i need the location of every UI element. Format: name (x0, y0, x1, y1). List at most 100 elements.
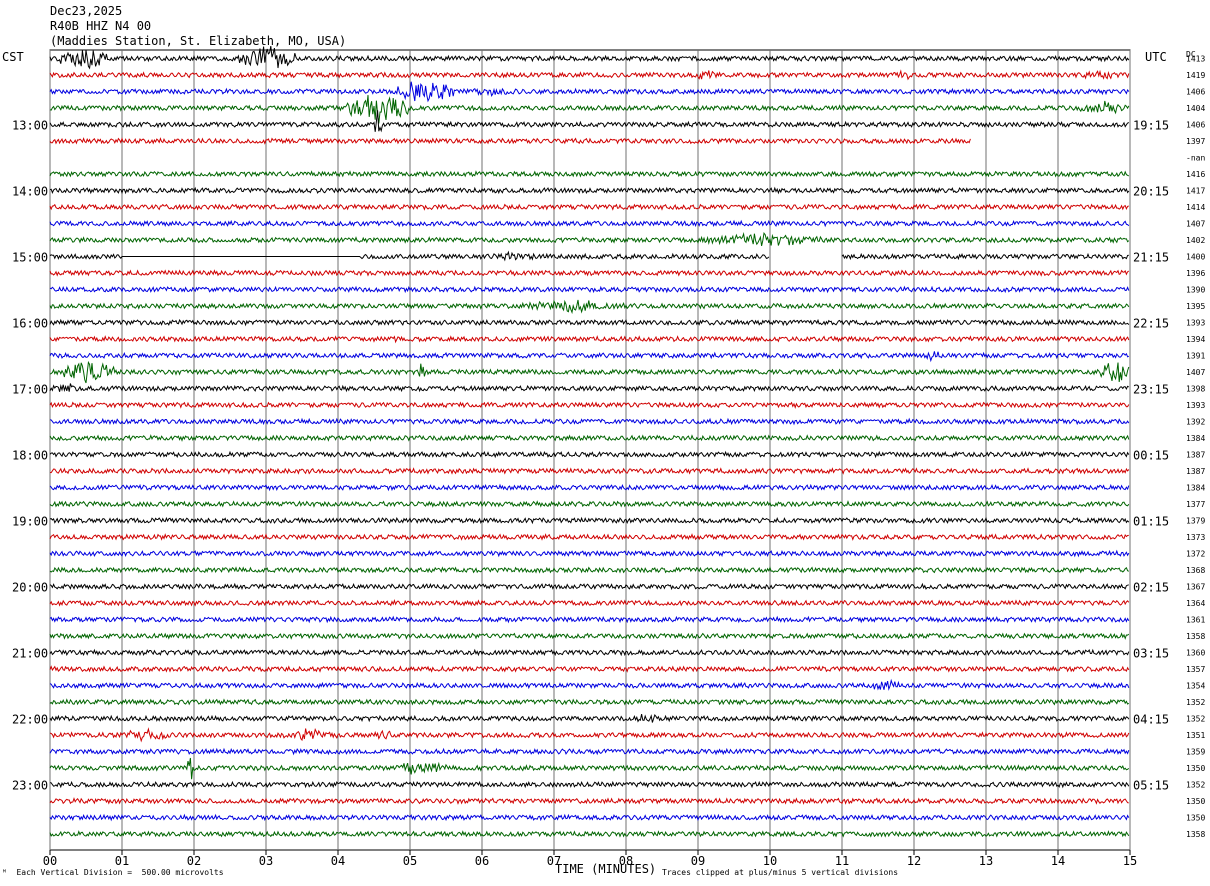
dc-offset-label: 1391 (1186, 352, 1205, 361)
seismic-trace (49, 383, 1130, 393)
dc-offset-label: 1417 (1186, 187, 1205, 196)
dc-offset-label: 1368 (1186, 566, 1205, 575)
seismic-trace (49, 582, 1129, 591)
x-tick-label: 14 (1051, 854, 1065, 868)
left-hour-label: 13:00 (12, 119, 48, 133)
seismic-trace (49, 632, 1130, 640)
dc-offset-label: 1406 (1186, 121, 1205, 130)
dc-offset-label: 1395 (1186, 302, 1205, 311)
x-tick-label: 10 (763, 854, 777, 868)
right-hour-label: 03:15 (1133, 647, 1169, 661)
dc-offset-label: 1359 (1186, 748, 1205, 757)
right-timezone-label: UTC (1145, 50, 1167, 64)
dc-offset-label: 1398 (1186, 385, 1205, 394)
station-code: R40B HHZ N4 00 (50, 19, 152, 33)
x-tick-label: 15 (1123, 854, 1137, 868)
left-hour-label: 19:00 (12, 515, 48, 529)
left-hour-label: 14:00 (12, 185, 48, 199)
dc-offset-label: 1397 (1186, 137, 1205, 146)
x-tick-label: 02 (187, 854, 201, 868)
dc-offset-label: 1416 (1186, 170, 1205, 179)
seismic-trace (49, 648, 1130, 657)
right-hour-label: 21:15 (1133, 251, 1169, 265)
dc-offset-label: 1379 (1186, 517, 1205, 526)
left-timezone-label: CST (2, 50, 24, 64)
clip-note: Traces clipped at plus/minus 5 vertical … (662, 868, 899, 877)
seismic-trace (49, 813, 1130, 822)
seismic-trace (49, 727, 1130, 743)
dc-column-header: DC (1186, 50, 1196, 59)
dc-offset-label: 1350 (1186, 814, 1205, 823)
dc-offset-label: 1358 (1186, 830, 1205, 839)
seismic-trace (49, 285, 1130, 294)
x-tick-label: 08 (619, 854, 633, 868)
seismic-trace (49, 335, 1130, 344)
seismic-trace (49, 757, 1130, 780)
dc-offset-label: 1394 (1186, 335, 1205, 344)
seismic-trace (49, 615, 1130, 624)
seismic-trace (49, 450, 1130, 459)
x-tick-label: 00 (43, 854, 57, 868)
station-name: (Maddies Station, St. Elizabeth, MO, USA… (50, 34, 347, 48)
seismic-trace (49, 500, 1130, 508)
dc-offset-label: 1360 (1186, 649, 1205, 658)
seismic-trace (49, 170, 1130, 178)
right-hour-label: 01:15 (1133, 515, 1169, 529)
seismic-trace (49, 250, 1129, 262)
seismic-trace (49, 417, 1130, 426)
seismic-trace (49, 714, 1130, 723)
dc-offset-label: 1414 (1186, 203, 1205, 212)
x-tick-label: 06 (475, 854, 489, 868)
dc-offset-label: 1387 (1186, 451, 1205, 460)
seismic-trace (49, 360, 1130, 384)
x-tick-label: 01 (115, 854, 129, 868)
seismic-trace (49, 483, 1130, 492)
x-tick-label: 04 (331, 854, 345, 868)
seismic-trace (49, 351, 1130, 363)
seismic-trace (49, 434, 1130, 442)
dc-offset-label: 1351 (1186, 731, 1205, 740)
scale-note: ᴹ Each Vertical Division = 500.00 microv… (2, 868, 224, 877)
left-hour-label: 15:00 (12, 251, 48, 265)
seismic-trace (49, 137, 971, 145)
dc-offset-label: 1364 (1186, 599, 1205, 608)
seismic-trace (49, 698, 1130, 706)
seismic-trace (49, 467, 1130, 475)
seismic-trace (49, 830, 1130, 838)
dc-offset-label: 1367 (1186, 583, 1205, 592)
right-hour-label: 05:15 (1133, 779, 1169, 793)
dc-offset-label: 1384 (1186, 484, 1205, 493)
right-hour-label: 22:15 (1133, 317, 1169, 331)
x-tick-label: 11 (835, 854, 849, 868)
x-tick-label: 03 (259, 854, 273, 868)
seismic-trace (49, 797, 1129, 805)
dc-offset-label: 1392 (1186, 418, 1205, 427)
right-hour-label: 23:15 (1133, 383, 1169, 397)
left-hour-label: 16:00 (12, 317, 48, 331)
dc-offset-label: 1352 (1186, 715, 1205, 724)
dc-offset-label: 1396 (1186, 269, 1205, 278)
dc-offset-label: 1372 (1186, 550, 1205, 559)
seismic-trace (49, 81, 1130, 103)
left-hour-label: 21:00 (12, 647, 48, 661)
dc-offset-label: 1406 (1186, 88, 1205, 97)
seismic-trace (49, 232, 1130, 247)
dc-offset-label: 1377 (1186, 500, 1205, 509)
seismic-trace (49, 516, 1130, 525)
dc-offset-label: 1387 (1186, 467, 1205, 476)
right-hour-label: 02:15 (1133, 581, 1169, 595)
right-hour-label: 20:15 (1133, 185, 1169, 199)
right-hour-label: 19:15 (1133, 119, 1169, 133)
seismic-trace (49, 318, 1130, 327)
dc-offset-label: 1352 (1186, 698, 1205, 707)
seismic-trace (49, 203, 1129, 211)
dc-offset-label: 1393 (1186, 401, 1205, 410)
x-tick-label: 12 (907, 854, 921, 868)
dc-offset-label: 1413 (1186, 55, 1205, 64)
seismic-trace (49, 269, 1130, 277)
x-tick-label: 13 (979, 854, 993, 868)
dc-offset-label: 1393 (1186, 319, 1205, 328)
dc-offset-label: 1373 (1186, 533, 1205, 542)
dc-offset-label: 1357 (1186, 665, 1205, 674)
